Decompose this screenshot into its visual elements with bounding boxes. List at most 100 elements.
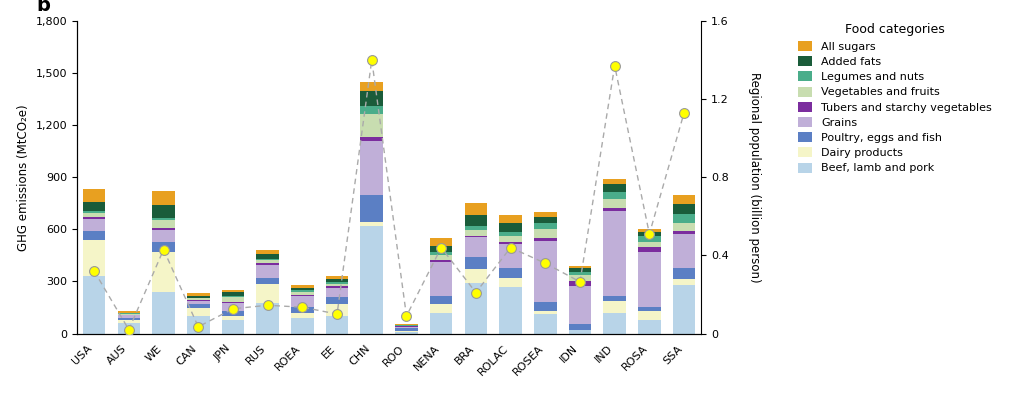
- Point: [398, 313, 415, 319]
- Y-axis label: GHG emissions (MtCO₂e): GHG emissions (MtCO₂e): [17, 104, 30, 251]
- Bar: [534, 314, 557, 334]
- Bar: [465, 203, 487, 215]
- Bar: [500, 242, 522, 244]
- Bar: [291, 295, 313, 296]
- Bar: [395, 332, 418, 334]
- Point: [329, 311, 345, 317]
- Bar: [153, 220, 175, 228]
- Bar: [153, 228, 175, 230]
- Point: [156, 246, 172, 253]
- Bar: [221, 311, 245, 316]
- Bar: [430, 304, 453, 313]
- Bar: [568, 268, 591, 272]
- Bar: [221, 297, 245, 301]
- Bar: [534, 213, 557, 217]
- Bar: [500, 278, 522, 287]
- Bar: [500, 236, 522, 242]
- Point: [259, 302, 275, 309]
- Bar: [326, 297, 348, 304]
- Bar: [118, 323, 140, 334]
- Bar: [326, 281, 348, 284]
- Bar: [638, 311, 660, 320]
- Bar: [221, 303, 245, 311]
- Bar: [83, 231, 105, 240]
- Bar: [430, 296, 453, 304]
- Bar: [83, 276, 105, 334]
- Bar: [430, 260, 453, 262]
- Bar: [360, 141, 383, 195]
- Bar: [568, 266, 591, 268]
- Bar: [568, 330, 591, 331]
- Bar: [465, 230, 487, 236]
- Bar: [118, 313, 140, 314]
- Bar: [430, 238, 453, 246]
- Bar: [256, 303, 279, 334]
- Bar: [153, 230, 175, 242]
- Bar: [500, 287, 522, 334]
- Point: [503, 244, 519, 251]
- Legend: All sugars, Added fats, Legumes and nuts, Vegetables and fruits, Tubers and star: All sugars, Added fats, Legumes and nuts…: [795, 20, 995, 177]
- Bar: [187, 304, 210, 308]
- Bar: [534, 241, 557, 302]
- Bar: [638, 232, 660, 236]
- Bar: [83, 189, 105, 202]
- Bar: [395, 328, 418, 331]
- Bar: [465, 269, 487, 283]
- Bar: [500, 224, 522, 232]
- Bar: [500, 244, 522, 268]
- Bar: [153, 218, 175, 220]
- Bar: [603, 199, 626, 208]
- Bar: [153, 252, 175, 292]
- Bar: [83, 213, 105, 217]
- Bar: [221, 290, 245, 292]
- Bar: [568, 324, 591, 330]
- Bar: [673, 231, 695, 234]
- Bar: [221, 301, 245, 303]
- Bar: [395, 325, 418, 326]
- Bar: [430, 246, 453, 251]
- Bar: [221, 316, 245, 320]
- Bar: [603, 301, 626, 313]
- Bar: [83, 211, 105, 213]
- Bar: [256, 259, 279, 260]
- Bar: [291, 285, 313, 288]
- Bar: [673, 204, 695, 214]
- Bar: [638, 229, 660, 232]
- Bar: [83, 219, 105, 231]
- Bar: [534, 217, 557, 223]
- Bar: [638, 242, 660, 247]
- Bar: [500, 232, 522, 236]
- Bar: [187, 294, 210, 296]
- Bar: [326, 304, 348, 316]
- Bar: [83, 202, 105, 211]
- Bar: [326, 284, 348, 286]
- Bar: [326, 316, 348, 334]
- Bar: [568, 281, 591, 286]
- Bar: [291, 313, 313, 318]
- Text: b: b: [36, 0, 50, 15]
- Bar: [360, 91, 383, 106]
- Bar: [326, 288, 348, 297]
- Bar: [187, 300, 210, 301]
- Bar: [465, 237, 487, 257]
- Bar: [638, 307, 660, 311]
- Bar: [534, 229, 557, 238]
- Bar: [256, 263, 279, 265]
- Bar: [118, 318, 140, 320]
- Bar: [360, 195, 383, 222]
- Bar: [465, 215, 487, 226]
- Bar: [603, 178, 626, 184]
- Bar: [153, 191, 175, 204]
- Point: [190, 324, 207, 330]
- Bar: [603, 208, 626, 211]
- Bar: [153, 292, 175, 334]
- Point: [433, 244, 450, 251]
- Bar: [395, 331, 418, 332]
- Bar: [673, 234, 695, 268]
- Bar: [465, 236, 487, 237]
- Bar: [360, 82, 383, 91]
- Bar: [187, 301, 210, 304]
- Bar: [256, 254, 279, 259]
- Bar: [118, 320, 140, 323]
- Bar: [603, 313, 626, 334]
